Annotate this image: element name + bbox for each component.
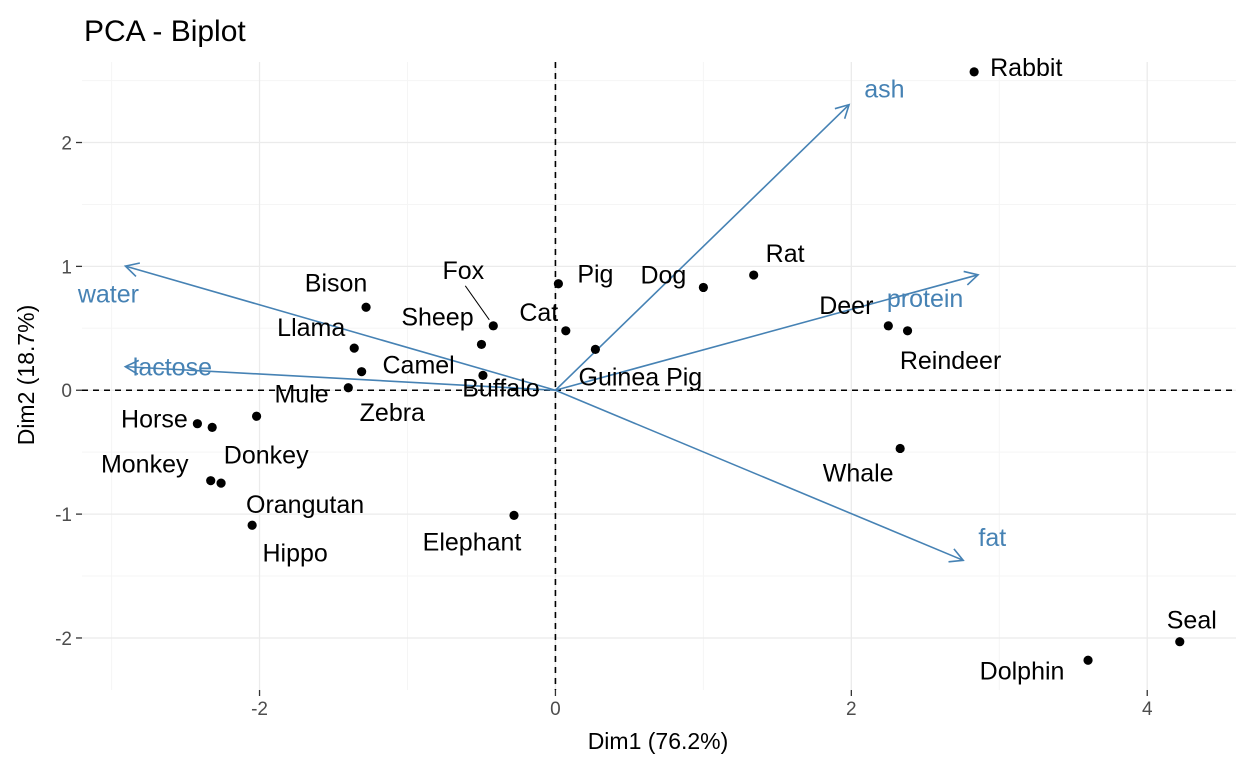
x-tick-label: 0 bbox=[550, 699, 561, 720]
point-label-bison: Bison bbox=[305, 269, 368, 297]
point-cat bbox=[561, 326, 571, 336]
reference-lines bbox=[82, 62, 1236, 690]
point-label-zebra: Zebra bbox=[360, 399, 425, 427]
point-label-deer: Deer bbox=[819, 292, 873, 320]
point-label-horse: Horse bbox=[121, 406, 188, 434]
arrow-fat bbox=[555, 389, 965, 563]
point-label-guinea-pig: Guinea Pig bbox=[579, 363, 703, 391]
arrow-protein bbox=[555, 270, 980, 392]
point-label-rat: Rat bbox=[766, 240, 805, 268]
point-bison bbox=[361, 302, 371, 312]
point-label-buffalo: Buffalo bbox=[462, 374, 539, 402]
point-hippo bbox=[247, 520, 257, 530]
variable-labels: ash protein fat water lactose bbox=[77, 75, 1006, 552]
variable-label-lactose: lactose bbox=[133, 354, 212, 382]
variable-label-ash: ash bbox=[864, 75, 904, 103]
fox-label-leader bbox=[464, 285, 490, 321]
arrow-ash bbox=[554, 103, 851, 391]
point-label-cat: Cat bbox=[519, 299, 558, 327]
point-rabbit bbox=[969, 67, 979, 77]
y-tick-label: -2 bbox=[55, 629, 72, 650]
point-label-elephant: Elephant bbox=[423, 528, 522, 556]
point-zebra bbox=[343, 383, 353, 393]
point-label-seal: Seal bbox=[1167, 607, 1217, 635]
point-label-donkey: Donkey bbox=[224, 441, 309, 469]
variable-label-fat: fat bbox=[978, 524, 1006, 552]
point-label-dolphin: Dolphin bbox=[980, 657, 1065, 685]
point-pig bbox=[553, 279, 563, 289]
x-axis-title: Dim1 (76.2%) bbox=[588, 728, 729, 754]
arrow-lactose bbox=[123, 359, 556, 392]
x-tick-label: 2 bbox=[846, 699, 857, 720]
point-llama bbox=[349, 343, 359, 353]
point-sheep bbox=[476, 339, 487, 350]
point-label-monkey: Monkey bbox=[101, 451, 189, 479]
variable-arrows bbox=[123, 103, 980, 563]
point-mule bbox=[251, 411, 262, 421]
point-label-reindeer: Reindeer bbox=[900, 347, 1001, 375]
individual-points bbox=[192, 67, 1185, 665]
point-dolphin bbox=[1083, 655, 1093, 665]
y-tick-label: 2 bbox=[61, 134, 72, 155]
minor-gridlines bbox=[82, 62, 1236, 690]
y-tick-label: -1 bbox=[55, 505, 72, 526]
point-label-sheep: Sheep bbox=[401, 303, 473, 331]
point-label-camel: Camel bbox=[382, 352, 454, 380]
point-label-orangutan: Orangutan bbox=[246, 491, 364, 519]
variable-label-water: water bbox=[77, 280, 139, 308]
y-axis-title: Dim2 (18.7%) bbox=[13, 305, 39, 446]
point-fox bbox=[488, 321, 498, 331]
point-dog bbox=[698, 282, 708, 293]
point-labels: Rabbit Rat Dog Deer Reindeer Whale Seal Dolphin… bbox=[101, 54, 1217, 685]
point-deer bbox=[883, 321, 893, 331]
point-rat bbox=[749, 270, 759, 280]
axis-ticks: -2 0 2 4 -2 -1 0 1 2 bbox=[55, 134, 1153, 720]
point-label-whale: Whale bbox=[823, 459, 894, 487]
point-monkey bbox=[206, 476, 216, 486]
point-whale bbox=[895, 443, 905, 454]
point-label-mule: Mule bbox=[274, 380, 328, 408]
x-tick-label: 4 bbox=[1142, 699, 1153, 720]
point-reindeer bbox=[902, 326, 913, 336]
point-seal bbox=[1175, 637, 1185, 647]
point-orangutan bbox=[216, 478, 226, 488]
point-donkey bbox=[207, 422, 217, 433]
point-label-hippo: Hippo bbox=[262, 539, 327, 567]
variable-label-protein: protein bbox=[887, 285, 963, 313]
chart-title: PCA - Biplot bbox=[84, 15, 246, 48]
point-elephant bbox=[509, 510, 519, 520]
point-label-rabbit: Rabbit bbox=[990, 54, 1062, 82]
y-tick-label: 1 bbox=[61, 257, 72, 278]
point-label-dog: Dog bbox=[640, 261, 686, 289]
point-horse bbox=[192, 419, 202, 429]
point-buffalo bbox=[478, 370, 488, 380]
point-label-fox: Fox bbox=[442, 257, 484, 285]
y-tick-label: 0 bbox=[61, 381, 72, 402]
point-label-llama: Llama bbox=[277, 314, 345, 342]
point-camel bbox=[357, 367, 367, 377]
point-label-pig: Pig bbox=[577, 261, 613, 289]
point-guinea-pig bbox=[590, 344, 600, 354]
arrow-water bbox=[123, 262, 556, 392]
x-tick-label: -2 bbox=[251, 699, 268, 720]
